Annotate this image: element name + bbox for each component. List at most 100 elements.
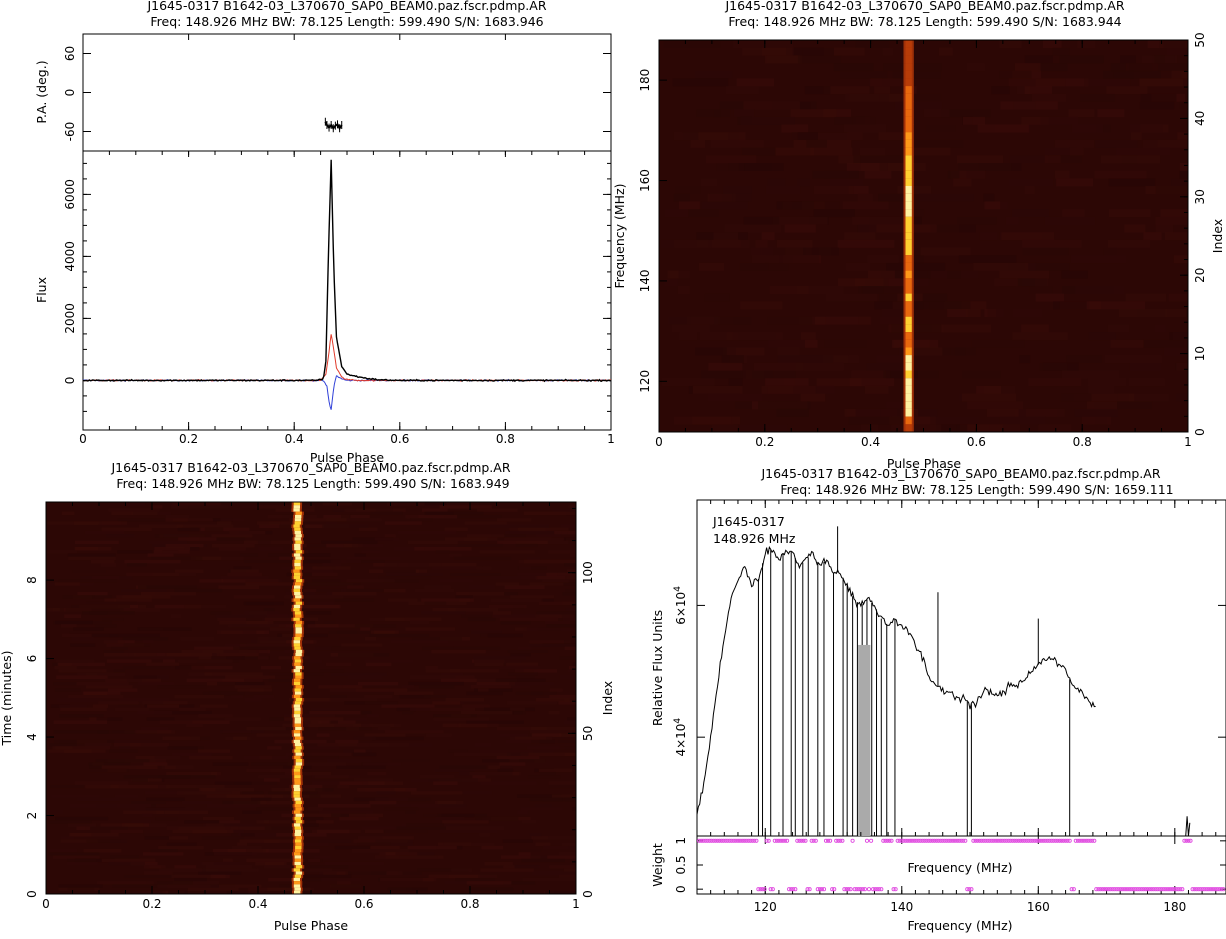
time-phase-noise-cell <box>317 830 350 834</box>
time-phase-noise-cell <box>263 849 320 853</box>
time-phase-noise-cell <box>115 794 139 798</box>
time-phase-noise-cell <box>102 528 152 532</box>
time-phase-noise-cell <box>534 836 576 840</box>
time-phase-noise-cell <box>232 846 262 850</box>
time-phase-noise-cell <box>383 570 416 574</box>
time-phase-noise-cell <box>118 704 142 708</box>
time-phase-noise-cell <box>376 839 414 843</box>
freq-phase-noise-cell <box>816 386 834 394</box>
time-phase-pulse-cell <box>294 756 300 760</box>
time-phase-noise-cell <box>110 830 143 834</box>
freq-phase-noise-cell <box>866 363 904 371</box>
time-phase-noise-cell <box>421 611 466 615</box>
time-phase-noise-cell <box>521 576 538 580</box>
freq-phase-noise-cell <box>838 240 895 248</box>
time-phase-noise-cell <box>163 534 189 538</box>
freq-phase-x-tick-label: 0.2 <box>755 435 774 449</box>
pa-axis-label: P.A. (deg.) <box>34 60 49 123</box>
freq-phase-noise-cell <box>744 217 780 225</box>
time-phase-noise-cell <box>425 602 447 606</box>
time-phase-noise-cell <box>339 817 378 821</box>
freq-phase-noise-cell <box>999 71 1031 79</box>
pa-tick-label: -60 <box>63 122 77 142</box>
time-phase-noise-cell <box>55 621 93 625</box>
time-phase-noise-cell <box>154 547 190 551</box>
freq-phase-pulse-cell <box>906 301 912 309</box>
time-phase-noise-cell <box>140 627 163 631</box>
time-phase-noise-cell <box>97 881 154 885</box>
time-phase-noise-cell <box>402 711 413 715</box>
time-phase-pulse-cell <box>293 608 299 612</box>
freq-phase-noise-cell <box>714 232 739 240</box>
time-phase-noise-cell <box>225 676 275 680</box>
time-phase-noise-cell <box>488 766 500 770</box>
time-phase-noise-cell <box>496 679 546 683</box>
time-phase-noise-cell <box>142 814 153 818</box>
time-phase-noise-cell <box>564 640 576 644</box>
time-phase-pulse-cell <box>295 846 301 850</box>
time-phase-noise-cell <box>240 643 300 647</box>
time-phase-noise-cell <box>110 839 127 843</box>
time-phase-noise-cell <box>246 727 286 731</box>
time-phase-noise-cell <box>235 685 272 689</box>
time-phase-noise-cell <box>524 627 574 631</box>
time-phase-noise-cell <box>68 557 116 561</box>
time-phase-noise-cell <box>417 852 434 856</box>
freq-phase-noise-cell <box>1154 324 1165 332</box>
freq-phase-noise-cell <box>729 378 743 386</box>
time-phase-noise-cell <box>147 717 175 721</box>
time-phase-noise-cell <box>429 875 480 879</box>
time-phase-noise-cell <box>408 798 431 802</box>
time-phase-noise-cell <box>466 721 524 725</box>
time-phase-noise-cell <box>324 862 384 866</box>
time-phase-noise-cell <box>337 631 358 635</box>
time-phase-noise-cell <box>258 775 296 779</box>
weight-marker <box>814 839 817 842</box>
time-phase-noise-cell <box>284 595 344 599</box>
time-phase-noise-cell <box>341 643 382 647</box>
time-phase-noise-cell <box>306 611 331 615</box>
freq-phase-noise-cell <box>758 401 811 409</box>
freq-phase-noise-cell <box>892 424 942 432</box>
freq-phase-noise-cell <box>743 102 800 110</box>
time-phase-pulse-cell <box>294 553 300 557</box>
freq-phase-pulse-cell <box>906 386 912 394</box>
time-phase-pulse-cell <box>296 836 302 840</box>
time-phase-noise-cell <box>218 618 247 622</box>
freq-phase-noise-cell <box>1131 132 1142 140</box>
freq-phase-noise-cell <box>679 201 700 209</box>
freq-phase-noise-cell <box>664 209 688 217</box>
time-phase-x-tick-label: 0.2 <box>142 897 161 911</box>
time-phase-noise-cell <box>77 798 120 802</box>
time-phase-noise-cell <box>83 714 100 718</box>
freq-phase-noise-cell <box>701 201 748 209</box>
time-phase-noise-cell <box>451 868 472 872</box>
time-phase-noise-cell <box>95 624 117 628</box>
time-phase-pulse-cell <box>294 560 300 564</box>
time-phase-noise-cell <box>157 676 169 680</box>
time-phase-pulse-cell <box>294 788 300 792</box>
time-phase-noise-cell <box>410 621 429 625</box>
time-phase-pulse-cell <box>295 849 301 853</box>
time-phase-pulse-cell <box>294 730 300 734</box>
time-phase-noise-cell <box>200 704 228 708</box>
freq-phase-pulse-cell <box>906 78 912 86</box>
freq-phase-noise-cell <box>742 148 775 156</box>
time-phase-noise-cell <box>369 801 396 805</box>
freq-phase-noise-cell <box>766 263 789 271</box>
time-phase-pulse-cell <box>294 547 300 551</box>
freq-phase-noise-cell <box>967 401 1023 409</box>
freq-phase-noise-cell <box>861 424 878 432</box>
time-phase-noise-cell <box>408 541 458 545</box>
time-phase-y-tick-label: 6 <box>25 655 39 663</box>
freq-phase-noise-cell <box>1089 386 1115 394</box>
weight-marker <box>849 888 852 891</box>
time-phase-pulse-cell <box>295 724 301 728</box>
time-phase-noise-cell <box>504 537 564 541</box>
bandpass-subtitle: Freq: 148.926 MHz BW: 78.125 Length: 599… <box>780 482 1173 497</box>
freq-phase-pulse-cell <box>906 194 912 202</box>
time-phase-noise-cell <box>139 525 183 529</box>
freq-phase-noise-cell <box>876 355 902 363</box>
freq-phase-pulse-cell <box>906 424 912 432</box>
freq-phase-noise-cell <box>810 148 852 156</box>
